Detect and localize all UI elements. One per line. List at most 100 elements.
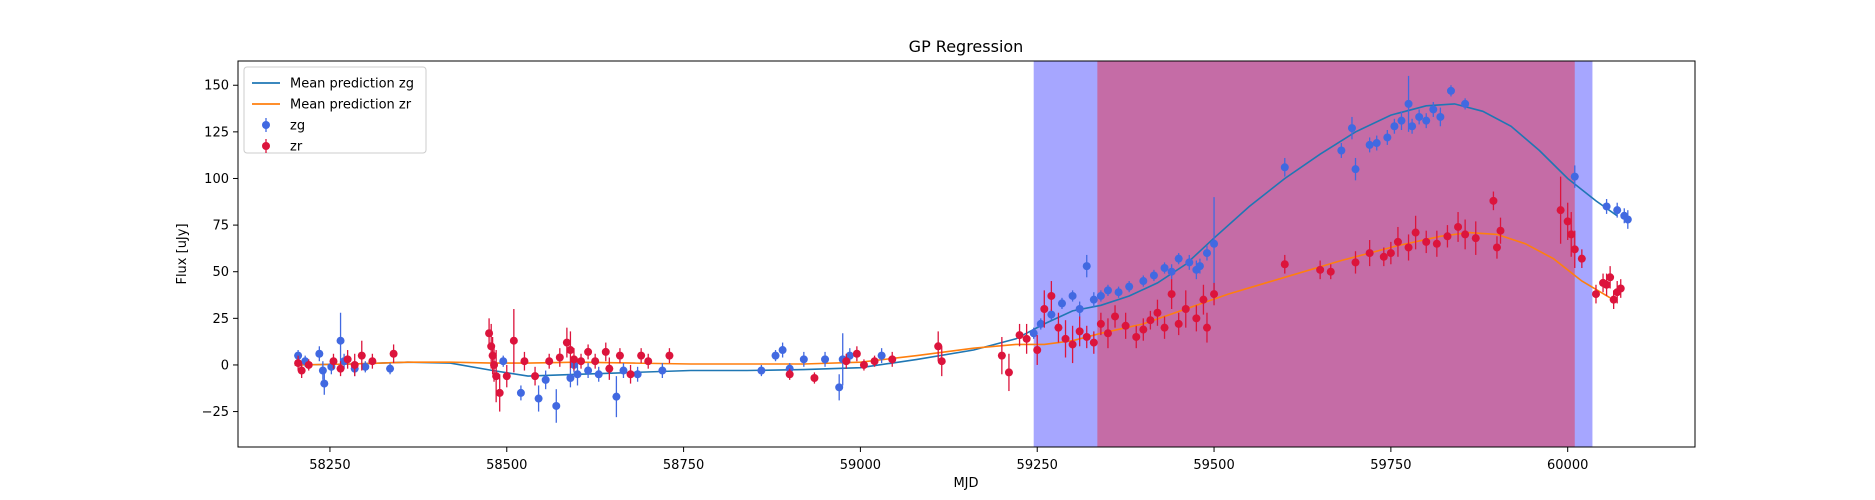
data-point-zg-62 <box>1372 139 1381 148</box>
data-point-zr-37 <box>842 357 851 366</box>
data-point-zg-40 <box>1075 305 1084 314</box>
data-point-zg-21 <box>612 392 621 401</box>
data-point-zg-39 <box>1068 291 1077 300</box>
data-point-zr-81 <box>1404 243 1413 252</box>
axes-frame <box>237 60 1696 448</box>
data-point-zr-84 <box>1432 239 1441 248</box>
x-axis-label: MJD <box>953 476 978 491</box>
data-point-zr-48 <box>1033 346 1042 355</box>
data-point-zg-43 <box>1096 291 1105 300</box>
data-point-zr-22 <box>562 338 571 347</box>
series-zr <box>294 176 1625 412</box>
data-point-zg-57 <box>1280 163 1289 172</box>
data-point-zr-30 <box>615 351 624 360</box>
data-point-zr-65 <box>1160 323 1169 332</box>
data-point-zr-62 <box>1139 325 1148 334</box>
data-point-zr-55 <box>1082 332 1091 341</box>
data-point-zg-51 <box>1174 254 1183 263</box>
data-point-zr-7 <box>357 351 366 360</box>
data-point-zg-4 <box>320 379 329 388</box>
data-point-zg-11 <box>499 357 508 366</box>
data-point-zr-88 <box>1471 234 1480 243</box>
data-point-zr-85 <box>1443 232 1452 241</box>
data-point-zr-14 <box>492 372 501 381</box>
data-point-zg-34 <box>877 351 886 360</box>
series-zg <box>294 75 1632 423</box>
shaded-region-1 <box>1097 61 1575 447</box>
data-point-zr-64 <box>1153 308 1162 317</box>
data-point-zr-70 <box>1199 295 1208 304</box>
legend-swatch-zg <box>262 121 270 129</box>
data-point-zr-59 <box>1111 312 1120 321</box>
data-point-zr-36 <box>810 374 819 383</box>
data-point-zg-74 <box>1570 172 1579 181</box>
series-line-mean-prediction-zr <box>294 231 1611 366</box>
data-point-zg-61 <box>1365 140 1374 149</box>
data-point-zr-18 <box>520 357 529 366</box>
data-point-zr-67 <box>1174 319 1183 328</box>
data-point-zg-26 <box>771 351 780 360</box>
data-point-zr-51 <box>1054 323 1063 332</box>
data-point-zr-19 <box>531 372 540 381</box>
data-point-zr-61 <box>1132 332 1141 341</box>
data-point-zr-52 <box>1061 334 1070 343</box>
data-point-zr-92 <box>1556 206 1565 215</box>
data-point-zr-31 <box>626 370 635 379</box>
data-point-zg-9 <box>361 362 370 371</box>
data-point-zr-69 <box>1192 314 1201 323</box>
data-point-zg-64 <box>1390 122 1399 131</box>
data-point-zg-3 <box>318 366 327 375</box>
legend-label-zg: zg <box>290 119 305 134</box>
data-point-zr-94 <box>1567 230 1576 239</box>
data-point-zr-10 <box>485 329 494 338</box>
data-point-zr-26 <box>584 347 593 356</box>
y-tick-label-25: 25 <box>212 312 229 327</box>
data-point-zg-47 <box>1139 277 1148 286</box>
data-point-zr-16 <box>502 372 511 381</box>
x-tick-label-59500: 59500 <box>1193 458 1234 473</box>
data-point-zg-30 <box>821 355 830 364</box>
x-tick-label-59250: 59250 <box>1017 458 1058 473</box>
data-point-zg-56 <box>1210 239 1219 248</box>
data-point-zr-86 <box>1454 222 1463 231</box>
data-point-zr-6 <box>350 360 359 369</box>
legend-box <box>243 66 427 154</box>
data-point-zr-20 <box>545 357 554 366</box>
data-point-zg-44 <box>1103 286 1112 295</box>
data-point-zg-46 <box>1125 282 1134 291</box>
x-axis-ticks: 58250 58500 58750 59000 59250 59500 59750 60000 <box>309 447 1588 473</box>
legend: Mean prediction zg Mean prediction zr zg zr <box>243 66 427 155</box>
legend-label-mean-prediction-zr: Mean prediction zr <box>290 98 412 113</box>
data-point-zr-90 <box>1492 243 1501 252</box>
data-point-zr-89 <box>1489 196 1498 205</box>
data-point-zg-6 <box>336 336 345 345</box>
data-point-zr-76 <box>1351 258 1360 267</box>
y-tick-label-0: 0 <box>221 358 229 373</box>
data-point-zg-18 <box>573 370 582 379</box>
data-point-zr-72 <box>1210 290 1219 299</box>
data-point-zr-103 <box>1616 284 1625 293</box>
data-point-zr-97 <box>1591 290 1600 299</box>
data-point-zg-2 <box>315 349 324 358</box>
data-point-zr-60 <box>1121 321 1130 330</box>
x-tick-label-58500: 58500 <box>486 458 527 473</box>
data-point-zg-72 <box>1446 86 1455 95</box>
data-point-zg-31 <box>835 383 844 392</box>
data-point-zr-58 <box>1103 329 1112 338</box>
data-point-zr-25 <box>577 357 586 366</box>
data-point-zg-23 <box>633 370 642 379</box>
data-point-zr-57 <box>1096 319 1105 328</box>
data-point-zr-54 <box>1075 327 1084 336</box>
data-point-zg-14 <box>541 375 550 384</box>
data-point-zg-22 <box>619 366 628 375</box>
data-point-zg-16 <box>566 374 575 383</box>
data-point-zg-27 <box>778 346 787 355</box>
data-point-zr-82 <box>1411 228 1420 237</box>
data-point-zg-54 <box>1195 262 1204 271</box>
data-point-zr-93 <box>1563 217 1572 226</box>
data-point-zr-56 <box>1089 338 1098 347</box>
data-point-zg-59 <box>1347 124 1356 133</box>
data-point-zr-68 <box>1181 305 1190 314</box>
